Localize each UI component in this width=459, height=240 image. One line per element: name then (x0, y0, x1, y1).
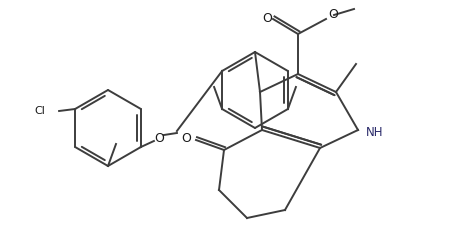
Text: O: O (328, 8, 338, 22)
Text: O: O (181, 132, 191, 144)
Text: O: O (154, 132, 164, 145)
Text: Cl: Cl (34, 106, 45, 116)
Text: NH: NH (366, 126, 384, 138)
Text: O: O (262, 12, 272, 25)
